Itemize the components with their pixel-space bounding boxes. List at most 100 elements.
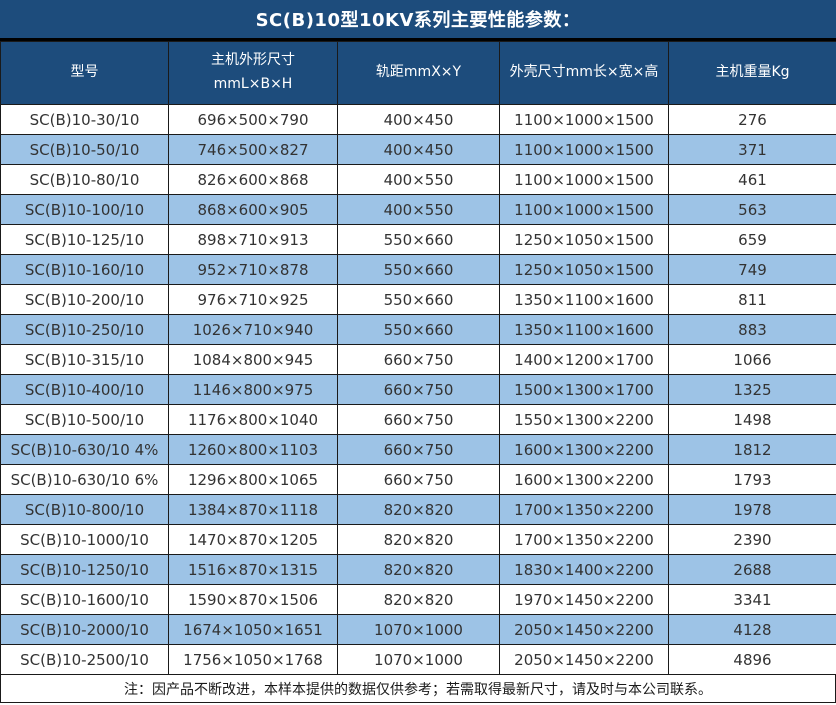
table-cell: 1100×1000×1500 (499, 134, 669, 165)
table-cell: 1812 (668, 434, 836, 465)
page-title: SC(B)10型10KV系列主要性能参数： (0, 0, 836, 41)
table-cell: 952×710×878 (168, 254, 338, 285)
table-row: SC(B)10-1250/10 1516×870×1315 820×820 1830×… (0, 554, 836, 585)
table-cell: SC(B)10-125/10 (0, 224, 169, 255)
table-cell: 820×820 (337, 554, 500, 585)
table-cell: SC(B)10-800/10 (0, 494, 169, 525)
table-cell: 868×600×905 (168, 194, 338, 225)
table-cell: 1978 (668, 494, 836, 525)
table-cell: 1500×1300×1700 (499, 374, 669, 405)
table-cell: 1350×1100×1600 (499, 284, 669, 315)
table-row: SC(B)10-1000/10 1470×870×1205 820×820 1700×… (0, 524, 836, 555)
table-row: SC(B)10-250/10 1026×710×940 550×660 1350×11… (0, 314, 836, 345)
table-cell: 1470×870×1205 (168, 524, 338, 555)
column-header-weight: 主机重量Kg (668, 41, 836, 105)
table-cell: 1176×800×1040 (168, 404, 338, 435)
table-cell: 550×660 (337, 314, 500, 345)
table-cell: SC(B)10-200/10 (0, 284, 169, 315)
table-cell: 660×750 (337, 404, 500, 435)
table-cell: 1674×1050×1651 (168, 614, 338, 645)
table-row: SC(B)10-125/10 898×710×913 550×660 1250×105… (0, 224, 836, 255)
table-cell: SC(B)10-500/10 (0, 404, 169, 435)
table-cell: 400×550 (337, 164, 500, 195)
table-row: SC(B)10-500/10 1176×800×1040 660×750 1550×1… (0, 404, 836, 435)
table-cell: 4896 (668, 644, 836, 675)
table-row: SC(B)10-160/10 952×710×878 550×660 1250×105… (0, 254, 836, 285)
table-row: SC(B)10-800/10 1384×870×1118 820×820 1700×1… (0, 494, 836, 525)
table-cell: 3341 (668, 584, 836, 615)
table-cell: 1600×1300×2200 (499, 434, 669, 465)
table-cell: 659 (668, 224, 836, 255)
table-row: SC(B)10-50/10 746×500×827 400×450 1100×1000… (0, 134, 836, 165)
table-cell: 1550×1300×2200 (499, 404, 669, 435)
table-cell: 1498 (668, 404, 836, 435)
table-cell: 1296×800×1065 (168, 464, 338, 495)
table-cell: SC(B)10-160/10 (0, 254, 169, 285)
table-cell: 820×820 (337, 584, 500, 615)
column-header-model: 型号 (0, 41, 169, 105)
table-cell: 563 (668, 194, 836, 225)
table-cell: 660×750 (337, 344, 500, 375)
table-cell: 898×710×913 (168, 224, 338, 255)
table-cell: SC(B)10-50/10 (0, 134, 169, 165)
table-cell: 1830×1400×2200 (499, 554, 669, 585)
table-cell: SC(B)10-1600/10 (0, 584, 169, 615)
table-row: SC(B)10-630/10 6% 1296×800×1065 660×750 160… (0, 464, 836, 495)
table-cell: 550×660 (337, 254, 500, 285)
column-header-rail-gauge: 轨距mmX×Y (337, 41, 500, 105)
table-cell: 746×500×827 (168, 134, 338, 165)
table-cell: 820×820 (337, 524, 500, 555)
table-cell: 883 (668, 314, 836, 345)
table-cell: 1100×1000×1500 (499, 104, 669, 135)
table-cell: 826×600×868 (168, 164, 338, 195)
table-row: SC(B)10-80/10 826×600×868 400×550 1100×1000… (0, 164, 836, 195)
table-cell: 1070×1000 (337, 614, 500, 645)
table-cell: 400×450 (337, 104, 500, 135)
table-cell: 1384×870×1118 (168, 494, 338, 525)
table-cell: 1350×1100×1600 (499, 314, 669, 345)
table-cell: 1400×1200×1700 (499, 344, 669, 375)
table-cell: 550×660 (337, 224, 500, 255)
table-cell: 660×750 (337, 374, 500, 405)
table-cell: 1260×800×1103 (168, 434, 338, 465)
table-cell: 749 (668, 254, 836, 285)
table-cell: 1100×1000×1500 (499, 194, 669, 225)
table-cell: 1516×870×1315 (168, 554, 338, 585)
table-cell: 660×750 (337, 464, 500, 495)
table-cell: SC(B)10-2000/10 (0, 614, 169, 645)
table-cell: 1970×1450×2200 (499, 584, 669, 615)
table-row: SC(B)10-2500/10 1756×1050×1768 1070×1000 20… (0, 644, 836, 675)
table-row: SC(B)10-200/10 976×710×925 550×660 1350×110… (0, 284, 836, 315)
table-cell: 1700×1350×2200 (499, 494, 669, 525)
table-cell: 1756×1050×1768 (168, 644, 338, 675)
table-cell: 1084×800×945 (168, 344, 338, 375)
table-cell: SC(B)10-630/10 4% (0, 434, 169, 465)
table-cell: 1026×710×940 (168, 314, 338, 345)
table-cell: 976×710×925 (168, 284, 338, 315)
table-row: SC(B)10-100/10 868×600×905 400×550 1100×100… (0, 194, 836, 225)
table-cell: 1146×800×975 (168, 374, 338, 405)
table-cell: 1600×1300×2200 (499, 464, 669, 495)
table-cell: 550×660 (337, 284, 500, 315)
table-cell: 2050×1450×2200 (499, 644, 669, 675)
table-cell: 1700×1350×2200 (499, 524, 669, 555)
spec-table-body: SC(B)10-30/10 696×500×790 400×450 1100×1000… (0, 104, 836, 675)
table-cell: SC(B)10-2500/10 (0, 644, 169, 675)
table-cell: SC(B)10-400/10 (0, 374, 169, 405)
table-cell: SC(B)10-100/10 (0, 194, 169, 225)
table-cell: SC(B)10-1250/10 (0, 554, 169, 585)
table-cell: 461 (668, 164, 836, 195)
footer-note: 注：因产品不断改进，本样本提供的数据仅供参考；若需取得最新尺寸，请及时与本公司联… (0, 675, 836, 703)
table-row: SC(B)10-1600/10 1590×870×1506 820×820 1970×… (0, 584, 836, 615)
table-cell: SC(B)10-1000/10 (0, 524, 169, 555)
table-cell: 400×450 (337, 134, 500, 165)
table-cell: SC(B)10-315/10 (0, 344, 169, 375)
table-cell: 1100×1000×1500 (499, 164, 669, 195)
table-cell: 1066 (668, 344, 836, 375)
header-row: 型号 主机外形尺寸 mmL×B×H 轨距mmX×Y 外壳尺寸mm长×宽×高 主机… (0, 41, 836, 105)
table-cell: 1070×1000 (337, 644, 500, 675)
table-cell: 371 (668, 134, 836, 165)
table-cell: SC(B)10-30/10 (0, 104, 169, 135)
table-cell: 696×500×790 (168, 104, 338, 135)
